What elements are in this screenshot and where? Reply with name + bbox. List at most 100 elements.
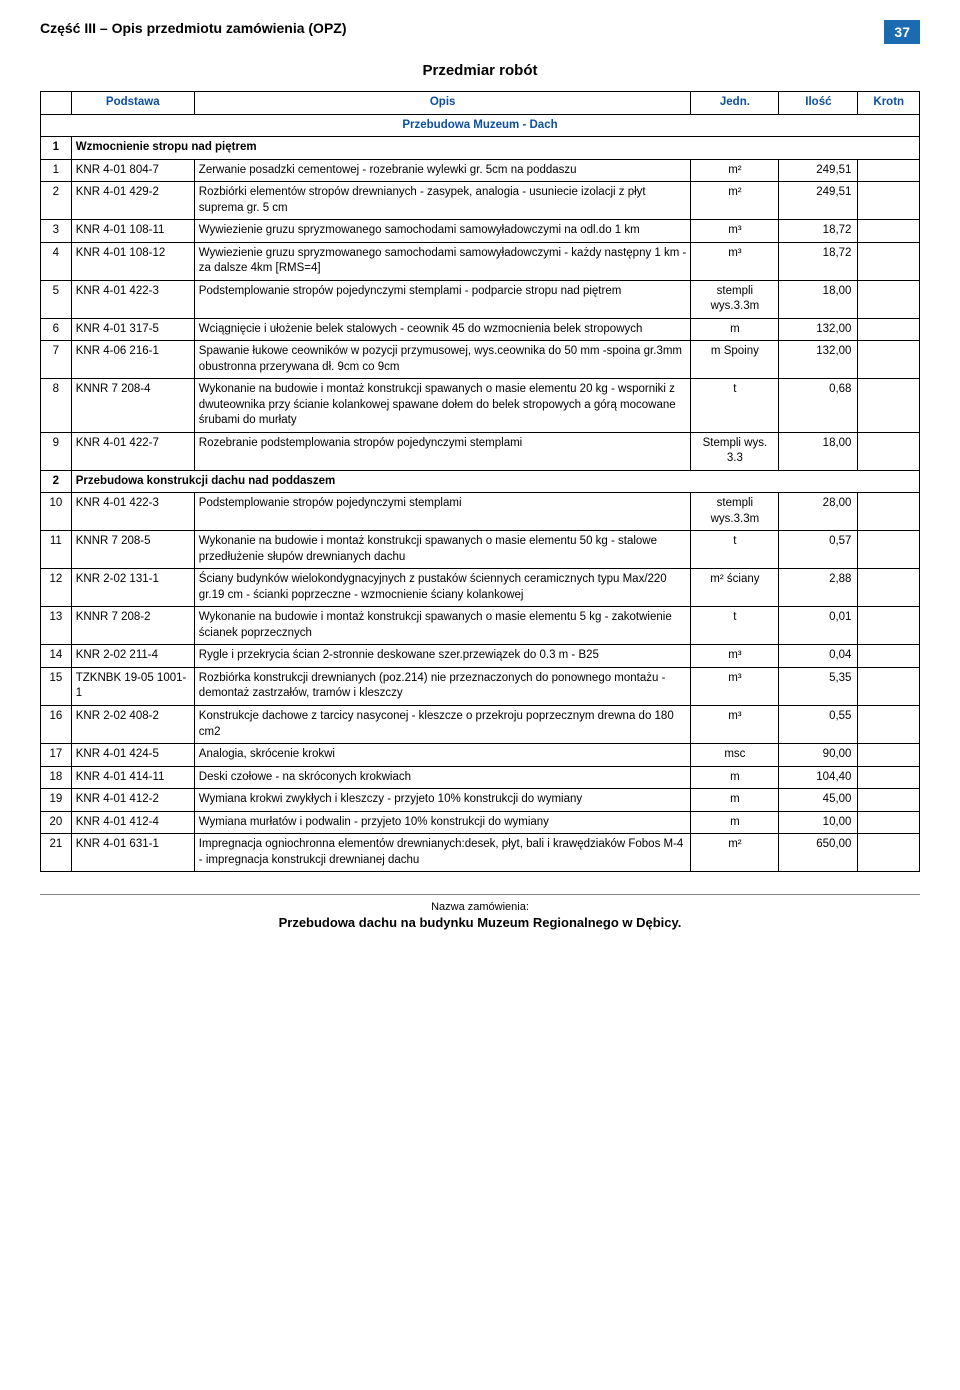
row-code: KNR 2-02 131-1 [71,569,194,607]
row-quantity: 0,68 [779,379,858,433]
row-krotn [858,766,920,789]
row-description: Wykonanie na budowie i montaż konstrukcj… [194,607,691,645]
table-row: 4KNR 4-01 108-12Wywiezienie gruzu spryzm… [41,242,920,280]
row-description: Wykonanie na budowie i montaż konstrukcj… [194,531,691,569]
row-description: Zerwanie posadzki cementowej - rozebrani… [194,159,691,182]
row-code: KNR 4-01 422-3 [71,493,194,531]
row-krotn [858,645,920,668]
row-code: KNNR 7 208-4 [71,379,194,433]
row-unit: m Spoiny [691,341,779,379]
row-description: Rozbiórka konstrukcji drewnianych (poz.2… [194,667,691,705]
row-number: 11 [41,531,72,569]
row-unit: msc [691,744,779,767]
row-description: Rozebranie podstemplowania stropów pojed… [194,432,691,470]
row-number: 10 [41,493,72,531]
row-description: Konstrukcje dachowe z tarcicy nasyconej … [194,705,691,743]
row-unit: m³ [691,645,779,668]
row-unit: m² [691,159,779,182]
row-krotn [858,242,920,280]
row-number: 7 [41,341,72,379]
table-body: 1Wzmocnienie stropu nad piętrem1KNR 4-01… [41,137,920,872]
section-title: Wzmocnienie stropu nad piętrem [71,137,919,160]
row-krotn [858,280,920,318]
row-number: 3 [41,220,72,243]
row-code: KNR 4-01 412-4 [71,811,194,834]
row-krotn [858,607,920,645]
col-header-krotn: Krotn [858,92,920,115]
row-krotn [858,569,920,607]
row-quantity: 18,72 [779,242,858,280]
page-number-badge: 37 [884,20,920,44]
row-quantity: 0,55 [779,705,858,743]
row-unit: t [691,531,779,569]
row-unit: m [691,789,779,812]
row-description: Wykonanie na budowie i montaż konstrukcj… [194,379,691,433]
row-krotn [858,341,920,379]
section-header-row: 2Przebudowa konstrukcji dachu nad poddas… [41,470,920,493]
table-header-row: Podstawa Opis Jedn. Ilość Krotn [41,92,920,115]
table-row: 13KNNR 7 208-2Wykonanie na budowie i mon… [41,607,920,645]
row-description: Rygle i przekrycia ścian 2-stronnie desk… [194,645,691,668]
row-code: KNR 4-01 108-12 [71,242,194,280]
row-krotn [858,667,920,705]
row-code: TZKNBK 19-05 1001-1 [71,667,194,705]
col-header-jedn: Jedn. [691,92,779,115]
row-krotn [858,182,920,220]
section-number: 1 [41,137,72,160]
table-row: 10KNR 4-01 422-3Podstemplowanie stropów … [41,493,920,531]
main-section-row: Przebudowa Muzeum - Dach [41,114,920,137]
row-number: 21 [41,834,72,872]
row-quantity: 18,72 [779,220,858,243]
row-unit: m² [691,834,779,872]
row-quantity: 104,40 [779,766,858,789]
row-code: KNR 2-02 211-4 [71,645,194,668]
row-unit: m² ściany [691,569,779,607]
row-unit: m³ [691,220,779,243]
table-row: 14KNR 2-02 211-4Rygle i przekrycia ścian… [41,645,920,668]
row-number: 16 [41,705,72,743]
row-code: KNR 4-01 412-2 [71,789,194,812]
row-description: Wymiana krokwi zwykłych i kleszczy - prz… [194,789,691,812]
row-number: 15 [41,667,72,705]
row-unit: stempli wys.3.3m [691,280,779,318]
row-description: Deski czołowe - na skróconych krokwiach [194,766,691,789]
section-number: 2 [41,470,72,493]
row-krotn [858,789,920,812]
row-number: 17 [41,744,72,767]
row-description: Wymiana murłatów i podwalin - przyjeto 1… [194,811,691,834]
row-quantity: 28,00 [779,493,858,531]
row-unit: m³ [691,705,779,743]
row-description: Ściany budynków wielokondygnacyjnych z p… [194,569,691,607]
section-header-row: 1Wzmocnienie stropu nad piętrem [41,137,920,160]
table-row: 18KNR 4-01 414-11Deski czołowe - na skró… [41,766,920,789]
table-row: 1KNR 4-01 804-7Zerwanie posadzki cemento… [41,159,920,182]
row-number: 12 [41,569,72,607]
row-number: 1 [41,159,72,182]
row-number: 8 [41,379,72,433]
row-quantity: 18,00 [779,432,858,470]
row-code: KNR 2-02 408-2 [71,705,194,743]
row-code: KNNR 7 208-2 [71,607,194,645]
row-description: Podstemplowanie stropów pojedynczymi ste… [194,493,691,531]
cost-estimate-table: Podstawa Opis Jedn. Ilość Krotn Przebudo… [40,91,920,872]
row-krotn [858,220,920,243]
row-krotn [858,318,920,341]
row-number: 2 [41,182,72,220]
row-quantity: 0,04 [779,645,858,668]
page-header: Część III – Opis przedmiotu zamówienia (… [40,20,920,44]
table-row: 20KNR 4-01 412-4Wymiana murłatów i podwa… [41,811,920,834]
table-row: 3KNR 4-01 108-11Wywiezienie gruzu spryzm… [41,220,920,243]
row-code: KNR 4-01 631-1 [71,834,194,872]
row-quantity: 2,88 [779,569,858,607]
row-krotn [858,811,920,834]
table-row: 9KNR 4-01 422-7Rozebranie podstemplowani… [41,432,920,470]
row-unit: stempli wys.3.3m [691,493,779,531]
row-unit: m [691,811,779,834]
row-number: 20 [41,811,72,834]
table-row: 5KNR 4-01 422-3Podstemplowanie stropów p… [41,280,920,318]
row-code: KNR 4-01 429-2 [71,182,194,220]
row-description: Rozbiórki elementów stropów drewnianych … [194,182,691,220]
table-row: 11KNNR 7 208-5Wykonanie na budowie i mon… [41,531,920,569]
col-header-ilosc: Ilość [779,92,858,115]
col-header-blank [41,92,72,115]
